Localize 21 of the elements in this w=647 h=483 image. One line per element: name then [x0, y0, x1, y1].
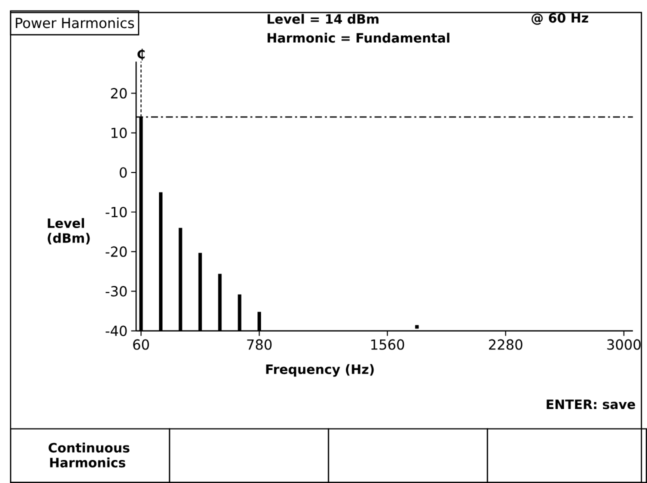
y-tick-label: -20 [106, 246, 127, 257]
y-axis-title: Level (dBm) [48, 218, 90, 244]
x-tick-label: 2280 [489, 339, 522, 350]
text: Harmonic = Fundamental [268, 32, 450, 43]
y-tick-label: 10 [112, 128, 127, 138]
x-tick-label: 780 [247, 339, 272, 350]
y-tick-label: -40 [106, 326, 127, 336]
y-tick-label: -30 [106, 286, 127, 296]
ref-line-label: ₵ [138, 48, 145, 60]
text: Continuous Harmonics [48, 442, 130, 468]
x-tick-label: 3000 [607, 339, 641, 350]
y-tick-label: 0 [120, 167, 127, 178]
y-tick-label: 20 [111, 88, 127, 98]
text: Level = 14 dBm [268, 14, 378, 24]
text: ENTER: save [546, 400, 636, 410]
y-tick-label: -10 [106, 206, 127, 218]
x-axis-title: Frequency (Hz) [266, 364, 374, 377]
x-tick-label: 1560 [371, 339, 404, 350]
text: @ 60 Hz [532, 12, 588, 25]
chart-title: Power Harmonics [16, 17, 134, 28]
x-tick-label: 60 [133, 339, 149, 350]
